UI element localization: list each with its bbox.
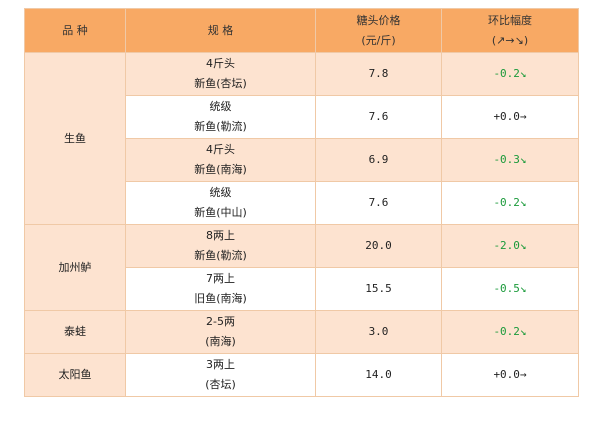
spec-size: 4斤头: [206, 57, 235, 70]
table-row: 7两上 旧鱼(南海) 15.5 -0.5↘: [25, 267, 579, 311]
spec-cell: 7两上旧鱼(南海): [125, 267, 316, 311]
price-cell: 14.0: [315, 353, 442, 397]
header-price-title: 糖头价格: [356, 13, 401, 27]
spec-origin: 旧鱼(南海): [194, 292, 247, 305]
price-cell: 20.0: [315, 224, 442, 268]
spec-origin: 新鱼(杏坛): [194, 77, 247, 90]
header-row: 品 种 规 格 糖头价格 (元/斤) 环比幅度 (↗→↘): [24, 8, 579, 53]
change-cell: -0.2↘: [441, 310, 579, 354]
table-row: 加州鲈 8两上 新鱼(勒流) 20.0 -2.0↘: [24, 224, 579, 311]
change-cell: -0.2↘: [441, 181, 579, 225]
spec-size: 3两上: [206, 358, 235, 371]
category-cell: 太阳鱼: [24, 353, 126, 397]
header-category: 品 种: [24, 8, 126, 53]
spec-cell: 统级新鱼(中山): [125, 181, 316, 225]
price-cell: 7.6: [315, 95, 442, 139]
table-row: 泰蛙 2-5两 (南海) 3.0 -0.2↘: [24, 310, 579, 354]
spec-size: 统级: [209, 100, 232, 113]
category-cell: 泰蛙: [24, 310, 126, 354]
price-cell: 7.8: [315, 52, 442, 96]
header-spec: 规 格: [125, 8, 316, 53]
price-cell: 6.9: [315, 138, 442, 182]
header-price: 糖头价格 (元/斤): [315, 8, 442, 53]
table-body: 生鱼 4斤头 新鱼(杏坛) 7.8 -0.2↘ 统级 新鱼(勒流) 7.6 +0.0→ 4斤头 新鱼…: [24, 52, 579, 397]
spec-size: 2-5两: [206, 315, 235, 328]
header-change: 环比幅度 (↗→↘): [441, 8, 579, 53]
table-row: 统级 新鱼(中山) 7.6 -0.2↘: [25, 181, 579, 225]
spec-origin: (南海): [205, 335, 236, 348]
spec-cell: 8两上新鱼(勒流): [125, 224, 316, 268]
change-cell: -0.3↘: [441, 138, 579, 182]
spec-cell: 统级新鱼(勒流): [125, 95, 316, 139]
change-cell: -0.2↘: [441, 52, 579, 96]
header-change-legend: (↗→↘): [491, 33, 529, 47]
change-cell: -0.5↘: [441, 267, 579, 311]
change-cell: -2.0↘: [441, 224, 579, 268]
spec-size: 4斤头: [206, 143, 235, 156]
spec-cell: 3两上 (杏坛): [125, 353, 316, 397]
table-row: 4斤头 新鱼(南海) 6.9 -0.3↘: [25, 138, 579, 182]
change-cell: +0.0→: [441, 353, 579, 397]
price-table: 品 种 规 格 糖头价格 (元/斤) 环比幅度 (↗→↘) 生鱼 4斤头 新鱼(杏坛…: [24, 8, 579, 397]
spec-cell: 2-5两 (南海): [125, 310, 316, 354]
price-cell: 3.0: [315, 310, 442, 354]
spec-origin: 新鱼(南海): [194, 163, 247, 176]
spec-origin: (杏坛): [205, 378, 236, 391]
category-cell: 加州鲈: [24, 224, 126, 311]
spec-origin: 新鱼(勒流): [194, 249, 247, 262]
spec-origin: 新鱼(中山): [194, 206, 247, 219]
spec-size: 8两上: [206, 229, 235, 242]
spec-size: 统级: [209, 186, 232, 199]
category-cell: 生鱼: [24, 52, 126, 225]
spec-origin: 新鱼(勒流): [194, 120, 247, 133]
table-row: 统级 新鱼(勒流) 7.6 +0.0→: [25, 95, 579, 139]
spec-size: 7两上: [206, 272, 235, 285]
header-price-unit: (元/斤): [361, 33, 396, 47]
spec-cell: 4斤头新鱼(杏坛): [125, 52, 316, 96]
price-cell: 15.5: [315, 267, 442, 311]
change-cell: +0.0→: [441, 95, 579, 139]
table-row: 生鱼 4斤头 新鱼(杏坛) 7.8 -0.2↘: [24, 52, 579, 225]
header-change-title: 环比幅度: [488, 13, 532, 27]
price-cell: 7.6: [315, 181, 442, 225]
table-row: 太阳鱼 3两上 (杏坛) 14.0 +0.0→: [24, 353, 579, 397]
spec-cell: 4斤头新鱼(南海): [125, 138, 316, 182]
